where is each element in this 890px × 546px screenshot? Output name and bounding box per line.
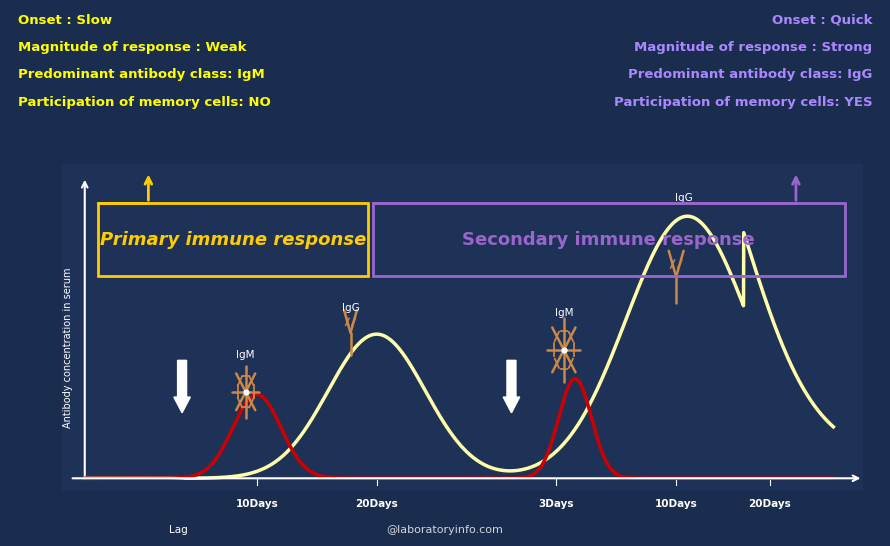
Text: 10Days: 10Days xyxy=(655,499,698,509)
Text: IgG: IgG xyxy=(675,193,692,203)
Text: Magnitude of response : Weak: Magnitude of response : Weak xyxy=(18,41,247,54)
FancyArrow shape xyxy=(503,360,520,413)
Bar xyxy=(373,203,845,276)
Text: Primary immune response: Primary immune response xyxy=(100,231,366,249)
Text: 20Days: 20Days xyxy=(355,499,398,509)
Text: Onset : Slow: Onset : Slow xyxy=(18,14,112,27)
Text: Predominant antibody class: IgG: Predominant antibody class: IgG xyxy=(627,68,872,81)
Text: Participation of memory cells: NO: Participation of memory cells: NO xyxy=(18,96,271,109)
FancyArrow shape xyxy=(174,360,190,413)
Text: IgM: IgM xyxy=(237,351,255,360)
Text: Secondary immune response: Secondary immune response xyxy=(463,231,755,249)
Text: IgG: IgG xyxy=(342,303,360,313)
Text: Participation of memory cells: YES: Participation of memory cells: YES xyxy=(613,96,872,109)
Text: Predominant antibody class: IgM: Predominant antibody class: IgM xyxy=(18,68,264,81)
Text: 10Days: 10Days xyxy=(236,499,279,509)
Text: Magnitude of response : Strong: Magnitude of response : Strong xyxy=(634,41,872,54)
Text: 20Days: 20Days xyxy=(748,499,791,509)
Text: Antibody concentration in serum: Antibody concentration in serum xyxy=(63,267,73,428)
Text: 3Days: 3Days xyxy=(538,499,574,509)
Bar xyxy=(98,203,368,276)
Text: Lag: Lag xyxy=(169,525,188,535)
Text: IgM: IgM xyxy=(554,308,573,318)
Text: Onset : Quick: Onset : Quick xyxy=(772,14,872,27)
Text: @laboratoryinfo.com: @laboratoryinfo.com xyxy=(386,525,504,535)
